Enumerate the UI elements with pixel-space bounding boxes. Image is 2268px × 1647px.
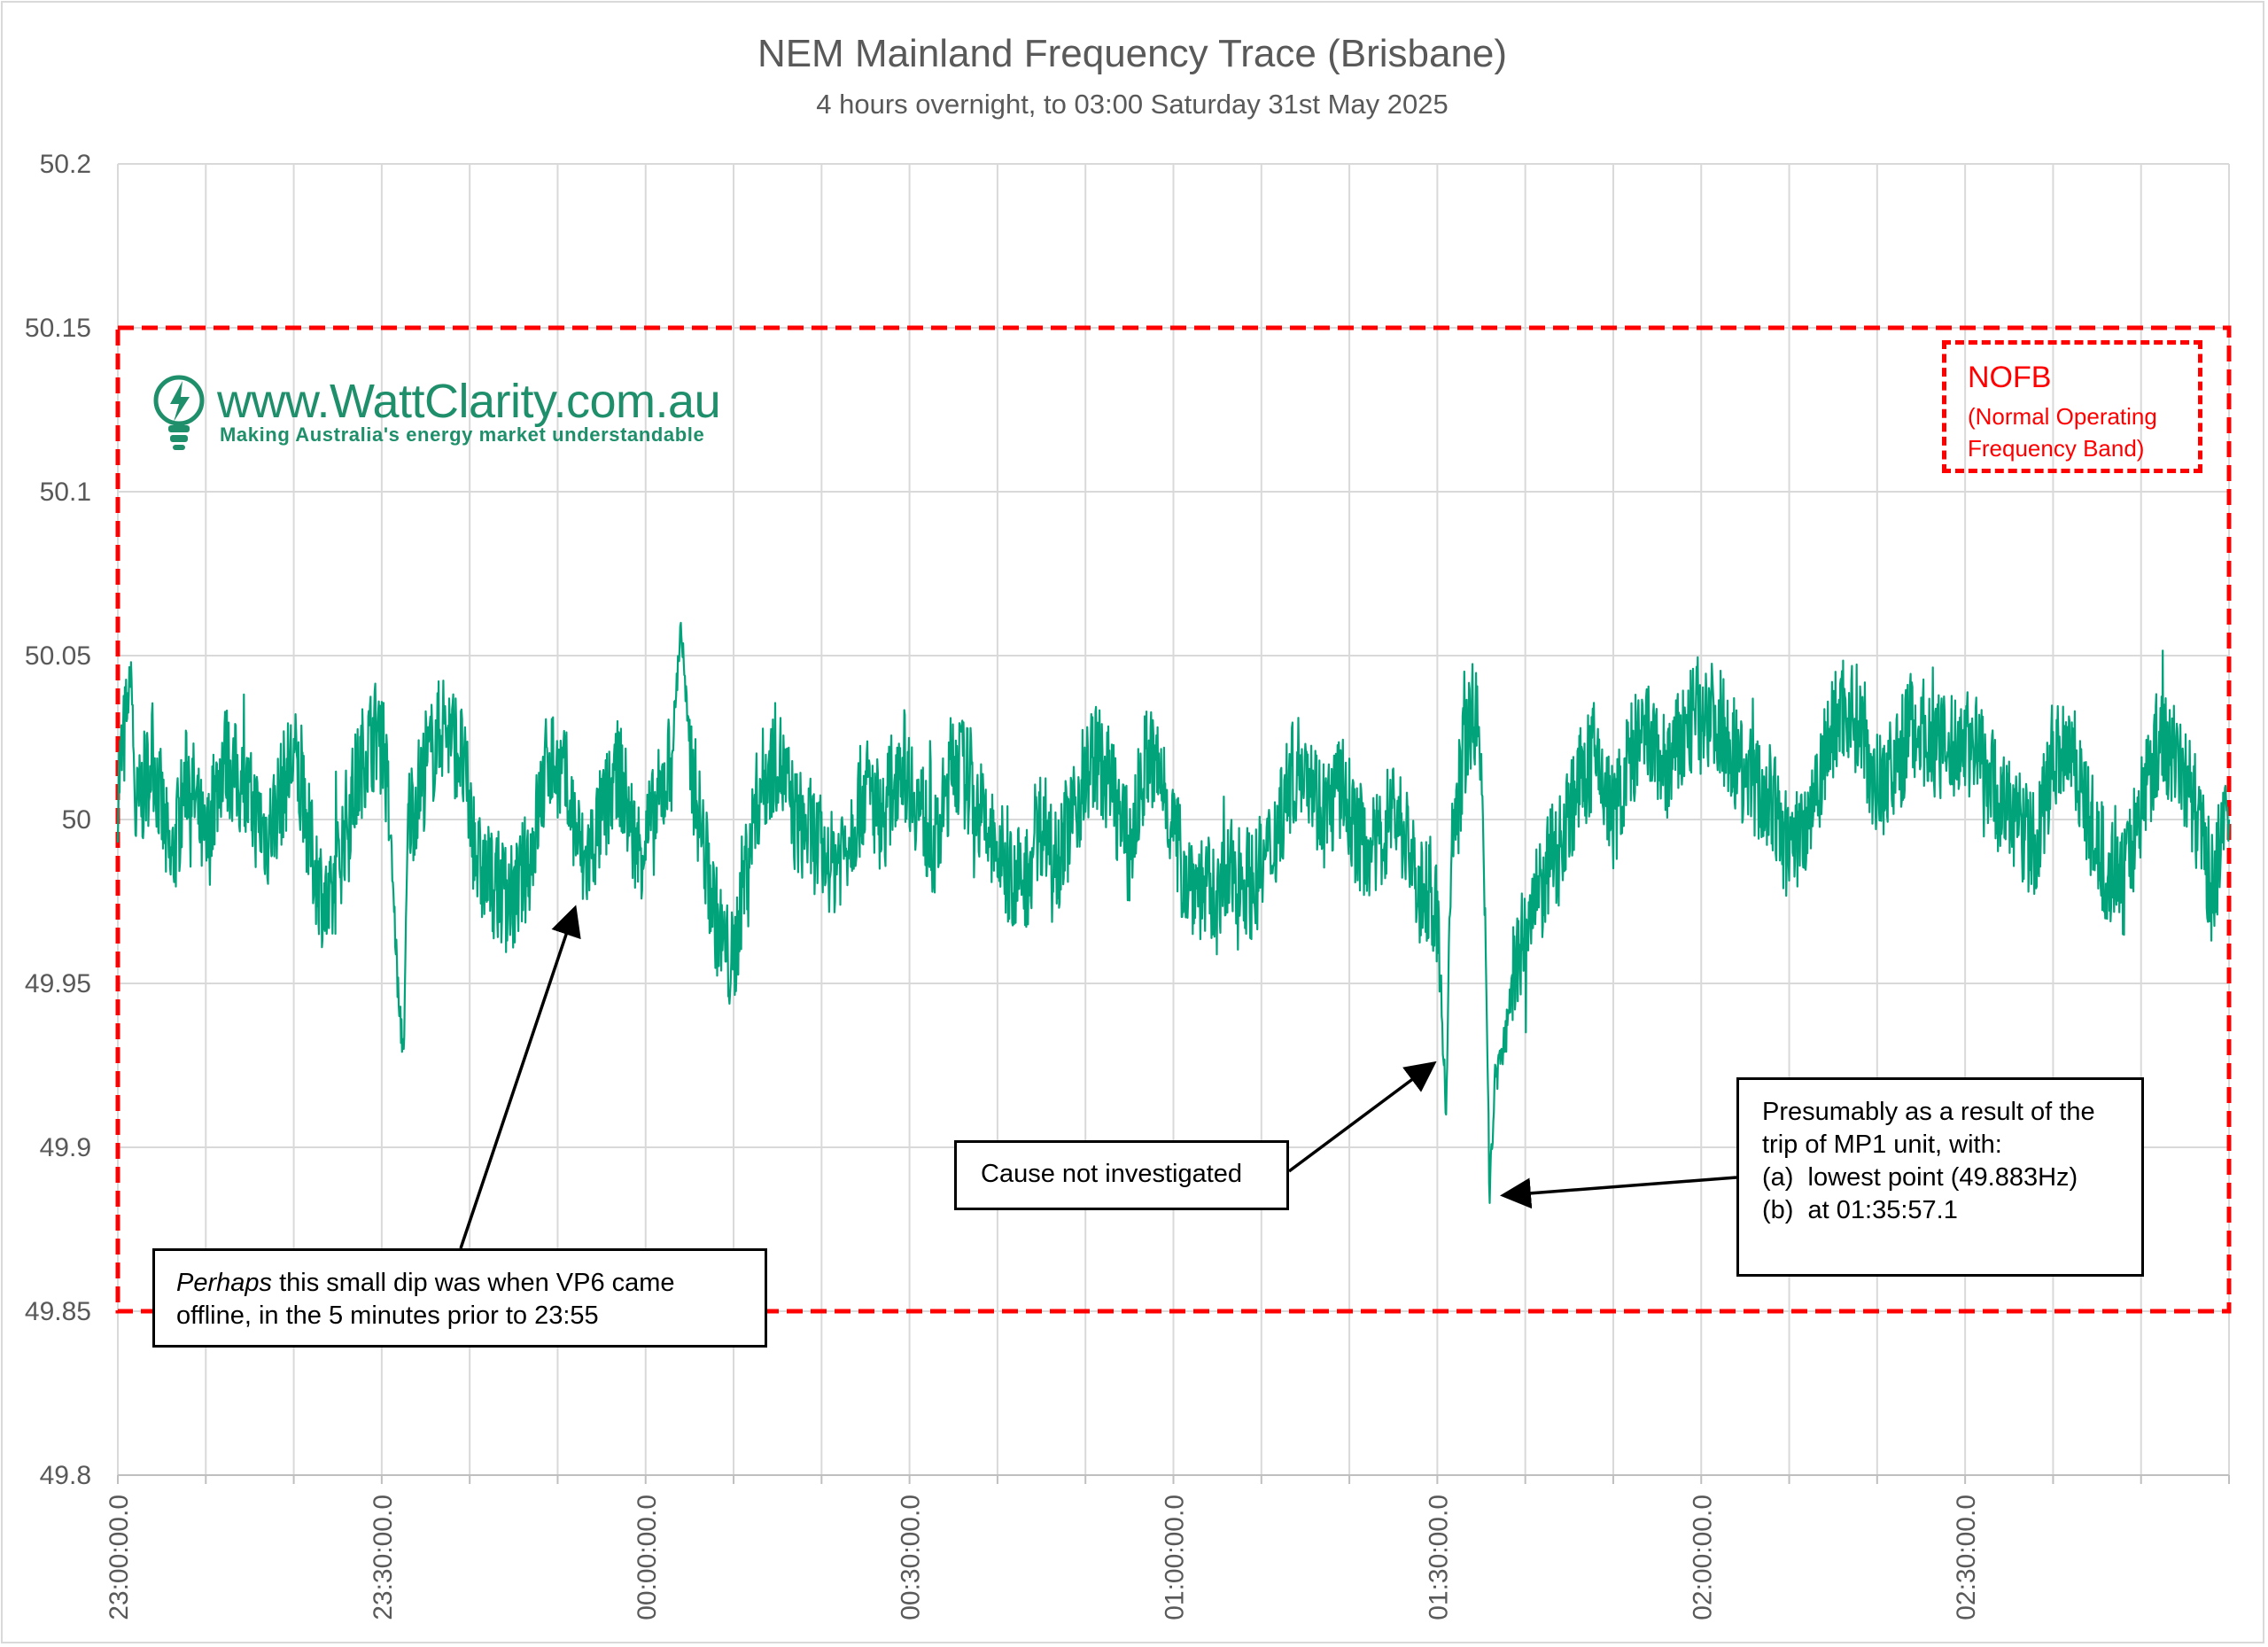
frequency-series-line: [116, 621, 2231, 1205]
chart-title: NEM Mainland Frequency Trace (Brisbane): [757, 32, 1507, 75]
y-tick-label: 50.15: [25, 314, 91, 343]
y-tick-label: 50: [62, 805, 91, 835]
y-tick-label: 49.85: [25, 1297, 91, 1326]
mp1-annotation-line-1: Presumably as a result of the: [1762, 1098, 2095, 1126]
annotation-arrows: [459, 905, 1737, 1249]
vp6-annotation-emphasis: Perhaps: [176, 1269, 273, 1297]
logo-wordmark: www.WattClarity.com.au: [217, 375, 721, 428]
y-tick-label: 49.95: [25, 969, 91, 998]
nofb-label-box: NOFB (Normal Operating Frequency Band): [1942, 340, 2202, 473]
cause-annotation: Cause not investigated: [954, 1140, 1289, 1210]
x-tick-label: 01:00:00.0: [1161, 1495, 1190, 1620]
series-layer: [116, 621, 2231, 1205]
lightbulb-icon: [153, 375, 205, 450]
nofb-subtitle-line-1: (Normal Operating: [1968, 403, 2157, 430]
y-tick-label: 49.8: [40, 1461, 91, 1490]
y-tick-label: 49.9: [40, 1133, 91, 1162]
vp6-annotation-line-1-rest: this small dip was when VP6 came: [272, 1269, 675, 1297]
vp6-annotation-line-2: offline, in the 5 minutes prior to 23:55: [176, 1301, 599, 1330]
y-tick-label: 50.1: [40, 478, 91, 507]
x-tick-label: 02:30:00.0: [1952, 1495, 1981, 1620]
x-tick-label: 23:30:00.0: [369, 1495, 398, 1620]
nofb-subtitle-line-2: Frequency Band): [1968, 435, 2145, 462]
cause-arrow: [1287, 1060, 1437, 1173]
cause-annotation-text: Cause not investigated: [981, 1160, 1243, 1188]
y-axis-ticks: 50.2 50.15 50.1 50.05 50 49.95 49.9 49.85 49.8: [25, 150, 91, 1490]
mp1-arrow: [1500, 1176, 1737, 1209]
x-tick-label: 00:00:00.0: [633, 1495, 662, 1620]
nofb-title: NOFB: [1968, 361, 2052, 394]
x-tick-label: 23:00:00.0: [105, 1495, 134, 1620]
x-tick-label: 02:00:00.0: [1688, 1495, 1717, 1620]
mp1-annotation-line-3: (a) lowest point (49.883Hz): [1762, 1163, 2078, 1192]
x-axis-ticks: 23:00:00.0 23:30:00.0 00:00:00.0 00:30:00.0…: [105, 1495, 1981, 1620]
vp6-arrow: [459, 905, 581, 1249]
wattclarity-logo: www.WattClarity.com.au Making Australia'…: [151, 372, 721, 456]
x-tick-label: 00:30:00.0: [897, 1495, 926, 1620]
x-tick-label: 01:30:00.0: [1424, 1495, 1453, 1620]
mp1-annotation-line-2: trip of MP1 unit, with:: [1762, 1130, 2002, 1159]
mp1-annotation-line-4: (b) at 01:35:57.1: [1762, 1196, 1958, 1224]
chart-subtitle: 4 hours overnight, to 03:00 Saturday 31s…: [816, 89, 1448, 120]
vp6-annotation-line-1: Perhaps this small dip was when VP6 came: [176, 1267, 743, 1300]
y-tick-label: 50.2: [40, 150, 91, 179]
y-tick-label: 50.05: [25, 641, 91, 671]
mp1-annotation: Presumably as a result of the trip of MP…: [1736, 1077, 2144, 1277]
logo-tagline: Making Australia's energy market underst…: [220, 423, 705, 446]
vp6-annotation: Perhaps this small dip was when VP6 came…: [152, 1248, 767, 1348]
